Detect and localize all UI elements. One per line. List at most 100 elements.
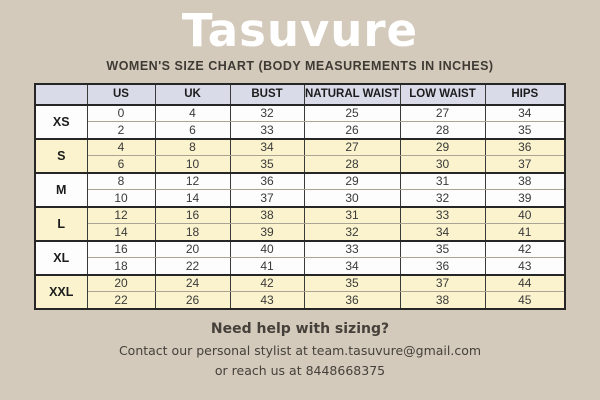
brand-title: Tasuvure: [181, 4, 419, 57]
size-row-xs-2: 2 6 33 26 28 35: [35, 121, 566, 139]
measurement-cell: 32: [399, 189, 486, 207]
measurement-cell: 20: [86, 273, 156, 292]
measurement-cell: 33: [399, 205, 486, 224]
measurement-cell: 40: [229, 239, 305, 258]
size-row-l-1: L 12 16 38 31 33 40: [34, 205, 566, 241]
measurement-cell: 35: [303, 273, 401, 292]
measurement-cell: 37: [399, 273, 486, 292]
measurement-cell: 4: [86, 137, 156, 156]
size-chart-table: US UK BUST NATURAL WAIST LOW WAIST HIPS XS 0 4 3…: [34, 82, 566, 310]
measurement-cell: 6: [86, 155, 156, 173]
measurement-cell: 34: [484, 103, 566, 122]
measurement-cell: 29: [399, 137, 486, 156]
size-row-m-1: M 8 12 36 29 31 38: [34, 171, 566, 207]
size-row-xxl-2: 22 26 43 36 38 45: [35, 291, 566, 309]
measurement-cell: 28: [399, 121, 486, 139]
col-header-natural-waist: NATURAL WAIST: [303, 83, 401, 106]
footer-help-text: Need help with sizing?: [210, 320, 390, 337]
measurement-cell: 32: [229, 103, 305, 122]
footer-phone-text: or reach us at 8448668375: [214, 362, 386, 378]
measurement-cell: 18: [154, 223, 231, 241]
measurement-cell: 12: [154, 171, 231, 190]
measurement-cell: 36: [484, 137, 566, 156]
measurement-cell: 38: [399, 291, 486, 309]
measurement-cell: 16: [154, 205, 231, 224]
col-header-hips: HIPS: [484, 83, 566, 106]
footer-contact-text: Contact our personal stylist at team.tas…: [118, 342, 482, 358]
measurement-cell: 14: [154, 189, 231, 207]
size-row-xxl-1: XXL 20 24 42 35 37 44: [34, 273, 566, 309]
measurement-cell: 18: [86, 257, 156, 275]
measurement-cell: 34: [399, 223, 486, 241]
measurement-cell: 42: [229, 273, 305, 292]
measurement-cell: 10: [86, 189, 156, 207]
measurement-cell: 35: [229, 155, 305, 173]
measurement-cell: 12: [86, 205, 156, 224]
measurement-cell: 14: [86, 223, 156, 241]
measurement-cell: 26: [154, 291, 231, 309]
measurement-cell: 41: [484, 223, 566, 241]
size-label-l: L: [34, 205, 88, 241]
measurement-cell: 27: [399, 103, 486, 122]
col-header-low-waist: LOW WAIST: [399, 83, 486, 106]
col-header-uk: UK: [154, 83, 231, 106]
measurement-cell: 39: [484, 189, 566, 207]
measurement-cell: 10: [154, 155, 231, 173]
measurement-cell: 38: [229, 205, 305, 224]
size-row-xl-2: 18 22 41 34 36 43: [35, 257, 566, 275]
measurement-cell: 40: [484, 205, 566, 224]
measurement-cell: 38: [484, 171, 566, 190]
measurement-cell: 2: [86, 121, 156, 139]
measurement-cell: 36: [303, 291, 401, 309]
measurement-cell: 27: [303, 137, 401, 156]
measurement-cell: 26: [303, 121, 401, 139]
measurement-cell: 31: [303, 205, 401, 224]
measurement-cell: 43: [229, 291, 305, 309]
size-label-s: S: [34, 137, 88, 173]
measurement-cell: 6: [154, 121, 231, 139]
footer: Need help with sizing? Contact our perso…: [0, 321, 600, 378]
size-label-xl: XL: [34, 239, 88, 275]
measurement-cell: 22: [154, 257, 231, 275]
measurement-cell: 33: [303, 239, 401, 258]
measurement-cell: 44: [484, 273, 566, 292]
measurement-cell: 30: [303, 189, 401, 207]
measurement-cell: 45: [484, 291, 566, 309]
size-label-m: M: [34, 171, 88, 207]
measurement-cell: 30: [399, 155, 486, 173]
measurement-cell: 24: [154, 273, 231, 292]
measurement-cell: 8: [154, 137, 231, 156]
chart-subtitle: WOMEN'S SIZE CHART (BODY MEASUREMENTS IN…: [106, 58, 494, 73]
measurement-cell: 28: [303, 155, 401, 173]
size-label-xs: XS: [34, 103, 88, 139]
measurement-cell: 25: [303, 103, 401, 122]
measurement-cell: 37: [229, 189, 305, 207]
table-header-row: US UK BUST NATURAL WAIST LOW WAIST HIPS: [34, 83, 566, 106]
measurement-cell: 35: [399, 239, 486, 258]
measurement-cell: 22: [86, 291, 156, 309]
measurement-cell: 31: [399, 171, 486, 190]
measurement-cell: 36: [229, 171, 305, 190]
col-header-bust: BUST: [229, 83, 305, 106]
measurement-cell: 35: [484, 121, 566, 139]
measurement-cell: 16: [86, 239, 156, 258]
size-row-l-2: 14 18 39 32 34 41: [35, 223, 566, 241]
measurement-cell: 20: [154, 239, 231, 258]
measurement-cell: 41: [229, 257, 305, 275]
measurement-cell: 4: [154, 103, 231, 122]
measurement-cell: 34: [303, 257, 401, 275]
measurement-cell: 36: [399, 257, 486, 275]
col-header-us: US: [86, 83, 156, 106]
corner-header-cell: [34, 83, 88, 106]
measurement-cell: 32: [303, 223, 401, 241]
size-row-s-2: 6 10 35 28 30 37: [35, 155, 566, 173]
measurement-cell: 39: [229, 223, 305, 241]
measurement-cell: 42: [484, 239, 566, 258]
measurement-cell: 8: [86, 171, 156, 190]
measurement-cell: 0: [86, 103, 156, 122]
measurement-cell: 43: [484, 257, 566, 275]
size-row-m-2: 10 14 37 30 32 39: [35, 189, 566, 207]
measurement-cell: 37: [484, 155, 566, 173]
size-row-s-1: S 4 8 34 27 29 36: [34, 137, 566, 173]
